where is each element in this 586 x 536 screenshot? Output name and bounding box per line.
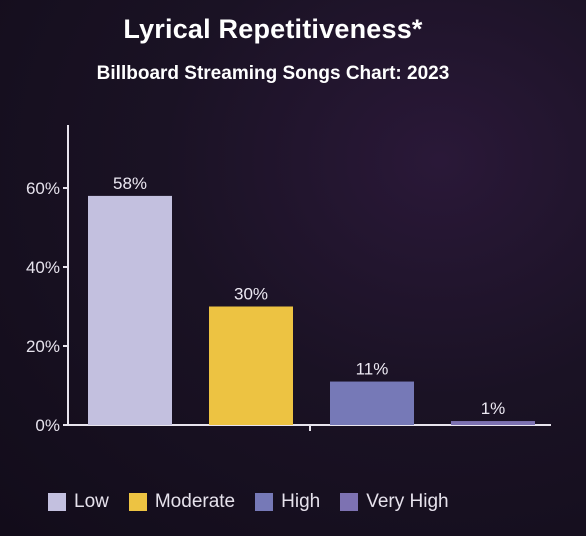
legend-label-low: Low bbox=[74, 491, 109, 512]
data-label: 30% bbox=[234, 285, 268, 304]
legend-item-very-high: Very High bbox=[340, 491, 449, 513]
bar-high bbox=[330, 381, 414, 425]
bar-low bbox=[88, 195, 172, 425]
legend-swatch-high bbox=[255, 493, 274, 511]
legend-label-very-high: Very High bbox=[366, 491, 449, 512]
legend-item-low: Low bbox=[48, 491, 109, 513]
bar-very-high bbox=[451, 421, 535, 425]
y-tick-label: 60% bbox=[26, 179, 60, 198]
legend-label-moderate: Moderate bbox=[154, 491, 236, 512]
legend-item-high: High bbox=[255, 491, 320, 513]
chart-subtitle: Billboard Streaming Songs Chart: 2023 bbox=[96, 63, 450, 84]
y-tick-label: 0% bbox=[35, 416, 60, 435]
data-label: 1% bbox=[481, 399, 506, 418]
legend: Low Moderate High Very High bbox=[48, 489, 469, 515]
data-label: 11% bbox=[356, 360, 389, 379]
legend-swatch-moderate bbox=[128, 493, 147, 511]
legend-item-moderate: Moderate bbox=[128, 491, 236, 513]
chart-title: Lyrical Repetitiveness* bbox=[123, 14, 423, 44]
data-label: 58% bbox=[113, 174, 147, 193]
legend-swatch-low bbox=[48, 493, 66, 511]
y-tick-label: 40% bbox=[26, 258, 60, 277]
plot-area: 0% 20% 40% 60% 58% 30% 11% 1% bbox=[26, 125, 551, 435]
legend-label-high: High bbox=[281, 491, 321, 512]
y-tick-label: 20% bbox=[26, 337, 60, 356]
bar-moderate bbox=[209, 306, 293, 425]
legend-swatch-very-high bbox=[340, 493, 359, 511]
